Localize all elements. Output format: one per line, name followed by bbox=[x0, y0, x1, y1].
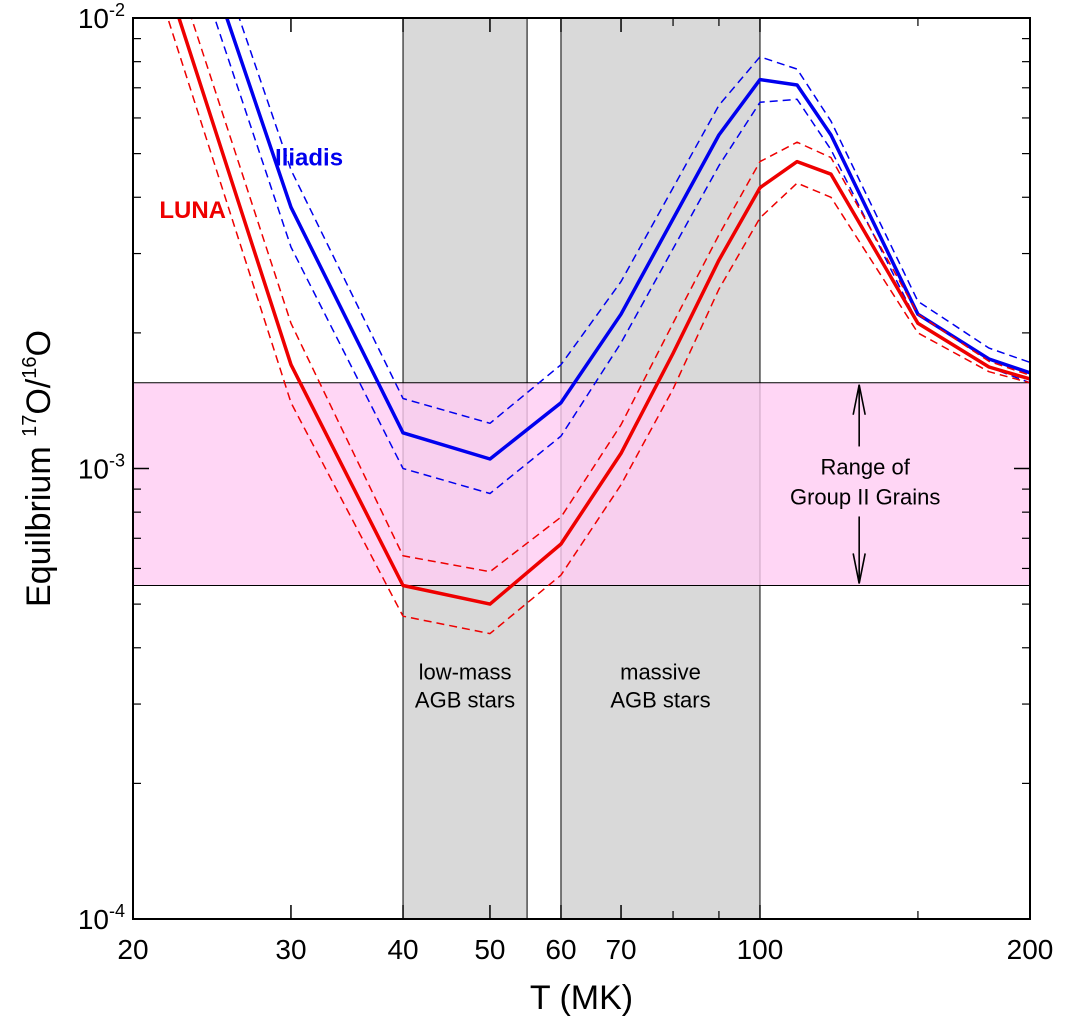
x-tick-label-0: 20 bbox=[117, 934, 148, 965]
labels-layer: low-mass AGB stars massive AGB stars Range o… bbox=[19, 0, 1053, 1017]
series-dashed-1 bbox=[238, 18, 1030, 425]
series-label-1: LUNA bbox=[159, 197, 226, 224]
grain-range-band bbox=[133, 382, 1030, 586]
series-dashed-2 bbox=[213, 18, 1030, 495]
agb-region-label-0-0: low-mass bbox=[419, 660, 512, 685]
y-tick-label-2: 10-4 bbox=[78, 901, 125, 935]
x-axis-title: T (MK) bbox=[530, 979, 633, 1017]
x-tick-label-1: 30 bbox=[275, 934, 306, 965]
ticks-layer bbox=[132, 17, 1031, 920]
agb-region-label-1-1: AGB stars bbox=[610, 688, 710, 713]
x-tick-label-3: 50 bbox=[474, 934, 505, 965]
agb-region-label-1-0: massive bbox=[620, 660, 701, 685]
x-tick-label-5: 70 bbox=[605, 934, 636, 965]
agb-region-label-0-1: AGB stars bbox=[415, 688, 515, 713]
grain-range-label-1: Group II Grains bbox=[790, 484, 940, 509]
grain-range-label-0: Range of bbox=[821, 454, 911, 479]
grain-range-down-arrowhead bbox=[852, 553, 866, 584]
series-0 bbox=[224, 18, 1030, 461]
x-tick-label-7: 200 bbox=[1007, 934, 1054, 965]
series-label-0: Iliadis bbox=[275, 145, 343, 172]
x-tick-label-6: 100 bbox=[737, 934, 784, 965]
series-3 bbox=[177, 18, 1030, 606]
grain-range-band-layer bbox=[133, 382, 1030, 586]
series-dashed-4 bbox=[190, 18, 1030, 573]
x-tick-label-4: 60 bbox=[545, 934, 576, 965]
x-tick-label-2: 40 bbox=[387, 934, 418, 965]
y-tick-label-0: 10-2 bbox=[78, 0, 125, 34]
series-lines-layer bbox=[166, 18, 1030, 635]
y-tick-label-1: 10-3 bbox=[78, 451, 125, 485]
y-axis-title: Equilbrium 17O/16O bbox=[19, 330, 58, 607]
grain-range-up-arrowhead bbox=[852, 384, 866, 415]
series-dashed-5 bbox=[166, 18, 1030, 635]
